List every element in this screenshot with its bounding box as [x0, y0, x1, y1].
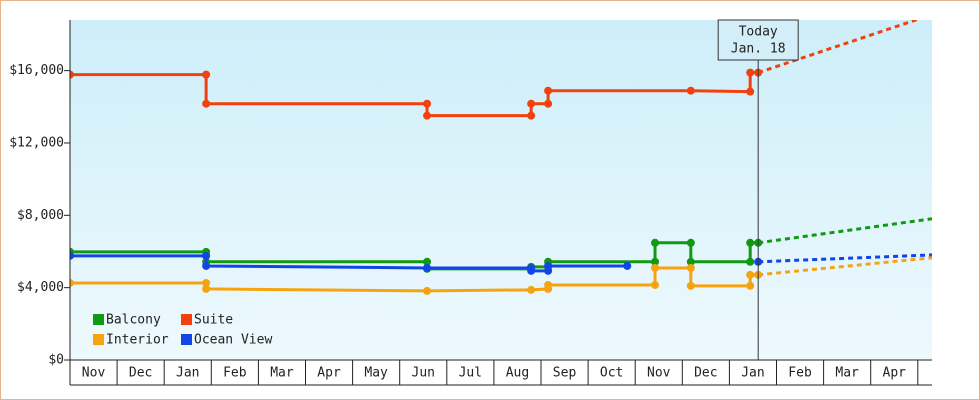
- y-tick-label: $4,000: [17, 280, 64, 295]
- data-point: [202, 99, 211, 108]
- x-tick-label: Apr: [317, 366, 341, 381]
- x-tick-label: Feb: [223, 366, 247, 381]
- data-point: [544, 99, 553, 108]
- today-label: Today: [739, 25, 778, 40]
- x-tick-label: Mar: [835, 366, 859, 381]
- data-point: [686, 257, 695, 266]
- x-tick-label: Jan: [741, 366, 764, 381]
- data-point: [202, 70, 211, 79]
- data-point: [70, 251, 74, 260]
- data-point: [202, 261, 211, 270]
- data-point: [686, 281, 695, 290]
- data-point: [651, 257, 660, 266]
- legend-label: Ocean View: [194, 333, 272, 348]
- x-tick-label: Oct: [600, 366, 623, 381]
- projection-line: [758, 256, 932, 277]
- plot-area: [70, 20, 932, 360]
- data-point: [544, 280, 553, 289]
- data-point: [544, 86, 553, 95]
- projection-line: [757, 217, 932, 245]
- data-point: [651, 280, 660, 289]
- data-point: [527, 266, 536, 275]
- x-tick-label: Nov: [82, 366, 106, 381]
- x-tick-label: Mar: [270, 366, 294, 381]
- x-tick-label: Feb: [788, 366, 812, 381]
- series-line: [70, 266, 759, 293]
- projection-line: [757, 20, 921, 75]
- data-point: [527, 111, 536, 120]
- x-tick-label: Nov: [647, 366, 671, 381]
- data-point: [202, 251, 211, 260]
- data-point: [686, 263, 695, 272]
- legend-swatch: [93, 334, 104, 345]
- x-tick-label: Sep: [553, 366, 577, 381]
- y-tick-label: $0: [48, 353, 64, 368]
- legend-swatch: [181, 314, 192, 325]
- data-point: [651, 238, 660, 247]
- x-tick-label: Dec: [129, 366, 152, 381]
- today-date: Jan. 18: [731, 42, 786, 57]
- data-point: [527, 99, 536, 108]
- data-point: [423, 257, 432, 266]
- x-tick-label: Jun: [412, 366, 435, 381]
- projection-line: [758, 253, 932, 264]
- data-point: [423, 286, 432, 295]
- data-point: [746, 281, 755, 290]
- data-point: [686, 238, 695, 247]
- data-point: [686, 86, 695, 95]
- legend-swatch: [93, 314, 104, 325]
- today-box: [717, 19, 799, 61]
- y-tick-label: $16,000: [9, 63, 64, 78]
- data-point: [746, 87, 755, 96]
- x-tick-label: Apr: [883, 366, 907, 381]
- legend-label: Suite: [194, 313, 233, 328]
- x-tick-label: Jul: [459, 366, 482, 381]
- data-point: [202, 278, 211, 287]
- data-point: [70, 70, 74, 79]
- legend-label: Balcony: [106, 313, 161, 328]
- legend-label: Interior: [106, 333, 169, 348]
- data-point: [423, 263, 432, 272]
- data-point: [651, 263, 660, 272]
- data-point: [202, 284, 211, 293]
- data-point: [746, 257, 755, 266]
- data-point: [746, 270, 755, 279]
- y-tick-label: $8,000: [17, 208, 64, 223]
- data-point: [423, 111, 432, 120]
- x-tick-label: Dec: [694, 366, 717, 381]
- data-point: [527, 285, 536, 294]
- data-point: [623, 261, 632, 270]
- x-tick-label: Jan: [176, 366, 199, 381]
- x-tick-label: Aug: [506, 366, 529, 381]
- legend-swatch: [181, 334, 192, 345]
- data-point: [544, 261, 553, 270]
- y-tick-label: $12,000: [9, 135, 64, 150]
- x-tick-label: May: [364, 366, 388, 381]
- data-point: [746, 238, 755, 247]
- data-point: [70, 278, 74, 287]
- data-point: [746, 68, 755, 77]
- data-point: [423, 99, 432, 108]
